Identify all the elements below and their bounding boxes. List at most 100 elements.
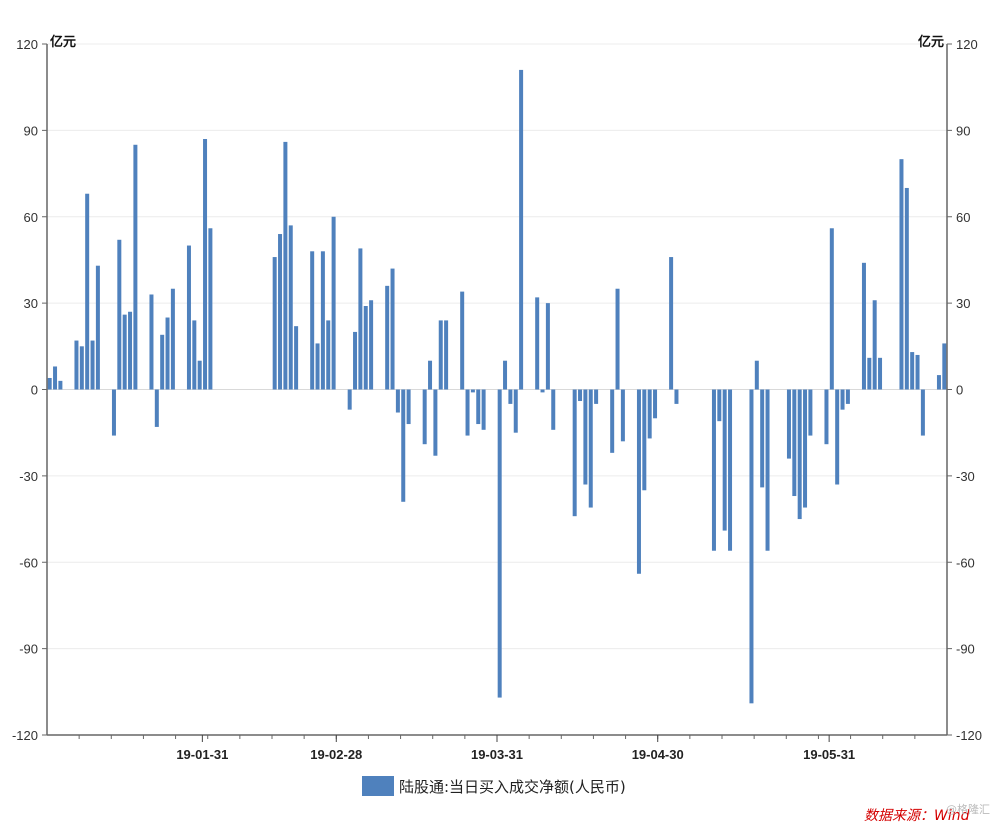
- bar: [363, 306, 368, 390]
- bar: [942, 343, 947, 390]
- bar: [840, 389, 845, 410]
- bar: [728, 389, 733, 551]
- bar: [165, 317, 170, 390]
- y-tick-label-left: -90: [19, 642, 38, 657]
- bar: [503, 360, 508, 390]
- bar: [476, 389, 481, 425]
- bar: [288, 225, 293, 390]
- bar: [669, 257, 674, 390]
- bar: [208, 228, 213, 390]
- bar: [765, 389, 770, 551]
- bar: [545, 303, 550, 390]
- y-tick-label-left: -30: [19, 469, 38, 484]
- bar: [428, 360, 433, 390]
- bar: [95, 265, 100, 390]
- bar: [444, 320, 449, 390]
- bar: [904, 187, 909, 390]
- y-tick-label-right: 120: [956, 37, 978, 52]
- bar: [824, 389, 829, 445]
- bar: [331, 216, 336, 390]
- bar: [278, 234, 283, 390]
- bar: [358, 248, 363, 390]
- y-tick-label-left: 120: [16, 37, 38, 52]
- bar: [540, 389, 545, 393]
- bar: [583, 389, 588, 485]
- y-tick-label-right: -120: [956, 728, 982, 743]
- bar: [786, 389, 791, 459]
- bar: [438, 320, 443, 390]
- bar: [519, 69, 524, 390]
- x-tick-label: 19-02-28: [310, 747, 362, 762]
- bar: [760, 389, 765, 488]
- y-tick-label-right: -60: [956, 555, 975, 570]
- bar: [717, 389, 722, 422]
- bar: [85, 193, 90, 390]
- bar: [535, 297, 540, 390]
- bar: [294, 326, 299, 390]
- bar: [642, 389, 647, 491]
- bar: [910, 352, 915, 390]
- bar: [406, 389, 411, 425]
- bar: [722, 389, 727, 531]
- bar: [111, 389, 116, 436]
- bar: [551, 389, 556, 430]
- y-tick-label-right: 0: [956, 383, 963, 398]
- bar: [610, 389, 615, 453]
- bar: [197, 360, 202, 390]
- y-tick-label-left: 90: [24, 123, 38, 138]
- y-tick-label-left: 30: [24, 296, 38, 311]
- bar: [203, 139, 208, 390]
- bar-series: [47, 69, 947, 704]
- y-tick-label-left: -120: [12, 728, 38, 743]
- bar: [588, 389, 593, 508]
- y-tick-label-right: 60: [956, 210, 970, 225]
- bar: [808, 389, 813, 436]
- bar: [369, 300, 374, 390]
- bar: [74, 340, 79, 390]
- bar: [133, 144, 138, 390]
- y-tick-label-left: 0: [31, 383, 38, 398]
- bar: [792, 389, 797, 497]
- legend: 陆股通:当日买入成交净额(人民币): [362, 776, 626, 796]
- bar: [395, 389, 400, 413]
- bar: [47, 377, 52, 390]
- y-tick-label-right: 90: [956, 123, 970, 138]
- bar: [353, 331, 358, 390]
- bar: [653, 389, 658, 419]
- bar: [465, 389, 470, 436]
- bar: [390, 268, 395, 390]
- bar: [117, 239, 122, 390]
- bar: [867, 357, 872, 390]
- bar: [711, 389, 716, 551]
- bar: [481, 389, 486, 430]
- bar: [513, 389, 518, 433]
- left-unit-label: 亿元: [50, 34, 76, 49]
- bar: [149, 294, 154, 390]
- bar: [128, 311, 133, 390]
- bar: [385, 285, 390, 390]
- bar: [829, 228, 834, 390]
- bar: [572, 389, 577, 517]
- bar: [803, 389, 808, 508]
- bar: [920, 389, 925, 436]
- bar: [283, 141, 288, 390]
- bar: [872, 300, 877, 390]
- bar: [835, 389, 840, 485]
- x-tick-label: 19-04-30: [632, 747, 684, 762]
- x-tick-label: 19-01-31: [176, 747, 228, 762]
- bar: [899, 159, 904, 390]
- bar: [861, 262, 866, 390]
- bar: [674, 389, 679, 404]
- bar: [186, 245, 191, 390]
- watermark: @格隆汇: [946, 802, 990, 816]
- legend-label: 陆股通:当日买入成交净额(人民币): [399, 778, 626, 796]
- bar: [347, 389, 352, 410]
- bar: [90, 340, 95, 390]
- y-tick-label-right: 30: [956, 296, 970, 311]
- bar: [422, 389, 427, 445]
- bar: [79, 346, 84, 390]
- bar: [578, 389, 583, 402]
- bar: [160, 334, 165, 390]
- bar: [320, 251, 325, 390]
